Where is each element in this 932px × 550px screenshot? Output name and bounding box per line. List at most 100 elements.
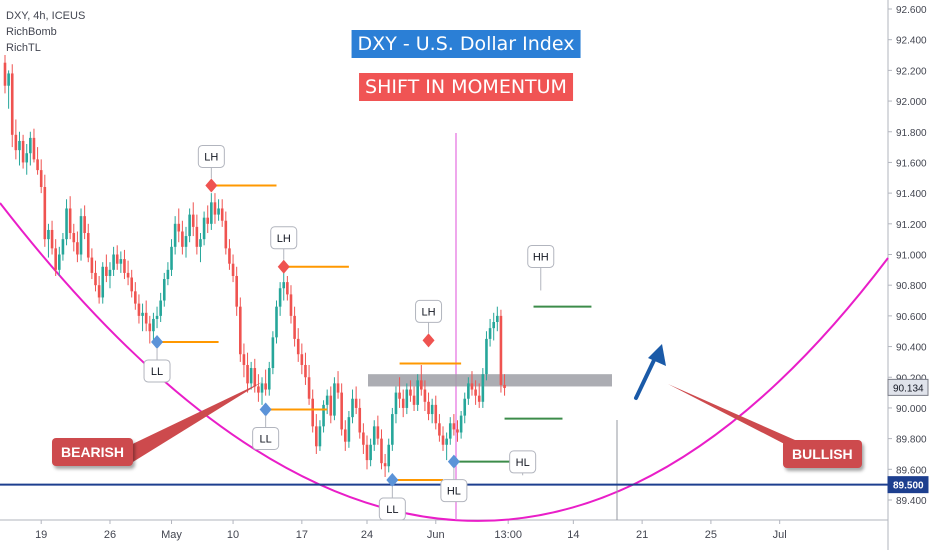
candle-body xyxy=(181,231,184,247)
pivot-diamond xyxy=(422,333,435,348)
candle-body xyxy=(296,338,300,355)
annotation-box xyxy=(415,299,443,323)
candle-body xyxy=(365,444,369,461)
candle-body xyxy=(61,239,65,255)
candle-body xyxy=(112,254,115,270)
candle-body xyxy=(347,417,351,442)
candle-body xyxy=(108,269,112,276)
candle-body xyxy=(152,318,155,332)
bearish-pointer xyxy=(120,382,262,465)
candle-body xyxy=(47,229,50,240)
y-tick-label: 90.000 xyxy=(896,404,927,415)
annotation-box xyxy=(378,497,406,521)
candle-body xyxy=(434,404,438,424)
x-tick-label: 26 xyxy=(104,529,116,541)
candle-body xyxy=(340,392,343,430)
candle-body xyxy=(97,285,101,298)
pivot-diamond xyxy=(277,259,290,274)
candle-body xyxy=(134,291,137,304)
candle-body xyxy=(166,269,170,280)
x-tick-label: May xyxy=(161,529,182,541)
y-tick-label: 91.000 xyxy=(896,251,927,262)
candle-body xyxy=(10,73,14,135)
bullish-pointer xyxy=(668,384,800,452)
candle-body xyxy=(173,223,177,247)
candle-body xyxy=(141,312,144,316)
candle-body xyxy=(58,254,61,270)
candle-body xyxy=(242,354,246,365)
pivot-diamond xyxy=(447,454,460,469)
candle-body xyxy=(105,266,108,276)
y-tick-label: 90.200 xyxy=(896,373,927,384)
y-tick-label: 91.800 xyxy=(896,128,927,139)
candle-body xyxy=(492,322,495,329)
annotation-box xyxy=(252,426,280,450)
candle-body xyxy=(123,259,126,273)
annotation-label: LL xyxy=(260,433,272,445)
candle-body xyxy=(289,294,293,316)
candle-body xyxy=(79,216,83,255)
annotation-box xyxy=(509,450,537,474)
annotation-label: LL xyxy=(386,504,398,516)
momentum-arc xyxy=(0,202,889,522)
candle-body xyxy=(206,217,210,224)
price-label-box xyxy=(887,378,929,396)
resistance-zone xyxy=(368,374,612,387)
candle-body xyxy=(220,208,224,221)
x-tick-label: 13:00 xyxy=(494,529,522,541)
candle-body xyxy=(362,432,365,445)
candle-body xyxy=(383,463,387,467)
annotation-label: LL xyxy=(151,366,163,378)
candle-body xyxy=(83,216,86,234)
candle-body xyxy=(376,426,380,439)
candle-body xyxy=(76,242,79,255)
candle-body xyxy=(333,383,336,416)
candle-body xyxy=(32,137,36,160)
candle-body xyxy=(25,153,29,163)
candle-body xyxy=(307,377,311,399)
candle-body xyxy=(430,404,434,415)
chart-title-banner: DXY - U.S. Dollar Index xyxy=(351,30,581,58)
annotation-box xyxy=(197,144,225,168)
y-tick-label: 90.400 xyxy=(896,343,927,354)
candle-body xyxy=(126,272,130,278)
x-tick-label: Jun xyxy=(427,529,445,541)
candle-body xyxy=(470,383,474,390)
candle-body xyxy=(224,220,228,249)
candle-body xyxy=(401,398,405,408)
y-tick-label: 89.400 xyxy=(896,496,927,507)
candle-body xyxy=(380,438,383,464)
candle-body xyxy=(394,392,398,415)
candle-body xyxy=(477,395,481,402)
y-tick-label: 92.600 xyxy=(896,5,927,16)
candle-body xyxy=(18,140,21,151)
candle-body xyxy=(159,300,162,316)
candle-body xyxy=(86,233,90,258)
y-tick-label: 90.800 xyxy=(896,281,927,292)
y-tick-label: 91.400 xyxy=(896,189,927,200)
indicator-richbomb[interactable]: RichBomb xyxy=(6,26,57,38)
candle-body xyxy=(300,354,304,365)
candle-body xyxy=(315,426,318,447)
candle-body xyxy=(202,217,206,240)
annotation-box xyxy=(143,359,171,383)
bullish-callout: BULLISH xyxy=(783,440,862,468)
symbol-line[interactable]: DXY, 4h, ICEUS xyxy=(6,10,86,22)
candle-body xyxy=(416,380,419,405)
annotation-label: LH xyxy=(204,151,218,163)
candle-body xyxy=(188,214,191,237)
candle-body xyxy=(398,392,401,399)
price-label-text: 90.134 xyxy=(893,383,924,394)
annotation-label: HH xyxy=(533,251,549,263)
candle-body xyxy=(452,423,456,430)
candle-body xyxy=(235,275,238,307)
candle-body xyxy=(405,389,409,408)
y-tick-label: 92.200 xyxy=(896,66,927,77)
candle-body xyxy=(427,401,430,415)
indicator-richtl[interactable]: RichTL xyxy=(6,42,41,54)
candle-body xyxy=(191,214,195,227)
candle-body xyxy=(275,306,278,338)
candle-body xyxy=(488,328,492,339)
candle-body xyxy=(253,368,257,387)
candle-body xyxy=(278,288,282,307)
